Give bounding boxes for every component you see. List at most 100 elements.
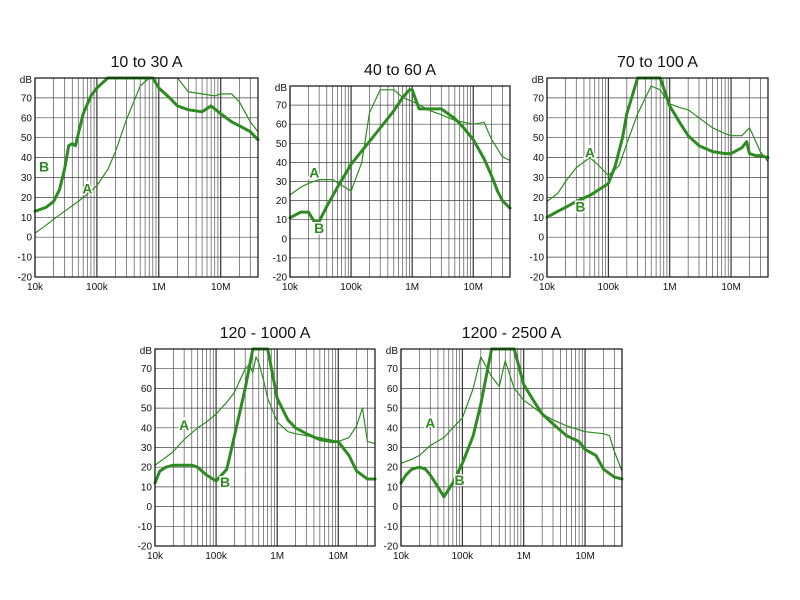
y-tick-label: 50: [533, 133, 545, 144]
y-tick-label: 70: [141, 364, 153, 375]
x-tick-label: 1M: [663, 282, 677, 293]
x-tick-label: 10k: [282, 282, 299, 293]
y-tick-label: 10: [21, 213, 33, 224]
y-tick-label: 30: [141, 443, 153, 454]
series-annotation-a: A: [585, 145, 595, 161]
y-tick-label: 70: [276, 101, 288, 112]
x-tick-label: 100k: [205, 551, 228, 562]
chart-panel-4: 120 - 1000 A dB -20 -10 0 10 20 30 40 50 60 70 10k 10…: [138, 325, 377, 562]
y-tick-label: 70: [21, 93, 33, 104]
x-tick-label: 1M: [517, 551, 531, 562]
chart-title: 1200 - 2500 A: [462, 325, 562, 342]
series-line-b: [288, 88, 512, 224]
y-axis-label: dB: [20, 75, 33, 86]
y-tick-label: 60: [21, 113, 33, 124]
y-tick-label: -20: [384, 542, 399, 553]
y-tick-label: 60: [533, 113, 545, 124]
x-tick-label: 100k: [86, 282, 109, 293]
y-tick-label: 30: [276, 177, 288, 188]
y-tick-label: 30: [21, 173, 33, 184]
x-tick-label: 10M: [329, 551, 348, 562]
plot-border: [546, 77, 769, 278]
y-axis-label: dB: [386, 346, 399, 357]
series-annotation-a: A: [309, 165, 319, 181]
x-tick-label: 10k: [147, 551, 164, 562]
x-tick-label: 1M: [152, 282, 166, 293]
series-annotation-a: A: [425, 415, 435, 431]
y-tick-label: 40: [276, 158, 288, 169]
x-tick-label: 100k: [598, 282, 621, 293]
plot-border: [154, 348, 376, 547]
y-tick-label: -20: [273, 273, 288, 284]
series-annotation-b: B: [575, 198, 585, 214]
y-tick-label: -10: [384, 522, 399, 533]
x-tick-label: 10M: [721, 282, 740, 293]
plot-border: [400, 348, 623, 547]
series-line-a: [289, 89, 511, 196]
y-tick-label: -20: [138, 542, 153, 553]
y-tick-label: 40: [141, 423, 153, 434]
y-tick-label: 60: [141, 384, 153, 395]
y-axis-label: dB: [140, 346, 153, 357]
chart-panel-5: 1200 - 2500 A dB -20 -10 0 10 20 30 40 50 60 70 10k 1…: [384, 325, 624, 562]
chart-panel-3: 70 to 100 A dB -20 -10 0 10 20 30 40 50 60 70 10k 100…: [530, 54, 770, 293]
y-tick-label: -20: [530, 273, 545, 284]
y-tick-label: 60: [387, 384, 399, 395]
x-tick-label: 1M: [270, 551, 284, 562]
y-tick-label: -20: [18, 273, 33, 284]
y-tick-label: 10: [387, 482, 399, 493]
y-tick-label: 60: [276, 120, 288, 131]
x-tick-label: 10k: [393, 551, 410, 562]
x-tick-label: 10k: [27, 282, 44, 293]
x-tick-label: 10k: [539, 282, 556, 293]
plot-border: [34, 77, 259, 278]
y-tick-label: -10: [273, 253, 288, 264]
y-tick-label: 40: [533, 153, 545, 164]
y-axis-label: dB: [532, 75, 545, 86]
series-annotation-b: B: [454, 472, 464, 488]
y-tick-label: 50: [276, 139, 288, 150]
series-annotation-b: B: [314, 220, 324, 236]
series-annotation-b: B: [220, 474, 230, 490]
y-tick-label: 30: [387, 443, 399, 454]
y-tick-label: -10: [18, 253, 33, 264]
y-tick-label: 40: [21, 153, 33, 164]
y-tick-label: 20: [387, 463, 399, 474]
y-tick-label: -10: [530, 253, 545, 264]
y-tick-label: 70: [533, 93, 545, 104]
plot-border: [289, 85, 511, 278]
series-line-b: [545, 76, 770, 219]
y-tick-label: 0: [538, 233, 544, 244]
chart-title: 10 to 30 A: [110, 54, 182, 71]
series-line-a: [400, 356, 623, 472]
y-tick-label: 20: [533, 193, 545, 204]
y-tick-label: 10: [276, 215, 288, 226]
x-tick-label: 100k: [452, 551, 475, 562]
y-tick-label: 30: [533, 173, 545, 184]
series-line-a: [546, 85, 769, 202]
y-tick-label: 50: [141, 404, 153, 415]
x-tick-label: 10M: [464, 282, 483, 293]
chart-title: 70 to 100 A: [617, 54, 698, 71]
y-tick-label: 0: [392, 502, 398, 513]
y-tick-label: 40: [387, 423, 399, 434]
x-tick-label: 1M: [405, 282, 419, 293]
chart-panel-2: 40 to 60 A dB -20 -10 0 10 20 30 40 50 60 70 10k 100k…: [273, 62, 512, 293]
y-tick-label: 50: [387, 404, 399, 415]
series-annotation-b: B: [39, 159, 49, 175]
x-tick-label: 100k: [340, 282, 363, 293]
y-tick-label: 10: [533, 213, 545, 224]
x-tick-label: 10M: [575, 551, 594, 562]
chart-title: 120 - 1000 A: [220, 325, 311, 342]
y-tick-label: 20: [21, 193, 33, 204]
y-tick-label: 20: [276, 196, 288, 207]
x-tick-label: 10M: [211, 282, 230, 293]
chart-title: 40 to 60 A: [364, 62, 436, 79]
y-tick-label: 0: [146, 502, 152, 513]
y-tick-label: 0: [281, 234, 287, 245]
y-axis-label: dB: [275, 83, 288, 94]
series-annotation-a: A: [82, 180, 92, 196]
y-tick-label: 70: [387, 364, 399, 375]
chart-panel-1: 10 to 30 A dB -20 -10 0 10 20 30 40 50 60 70 10k 100k…: [18, 54, 260, 293]
